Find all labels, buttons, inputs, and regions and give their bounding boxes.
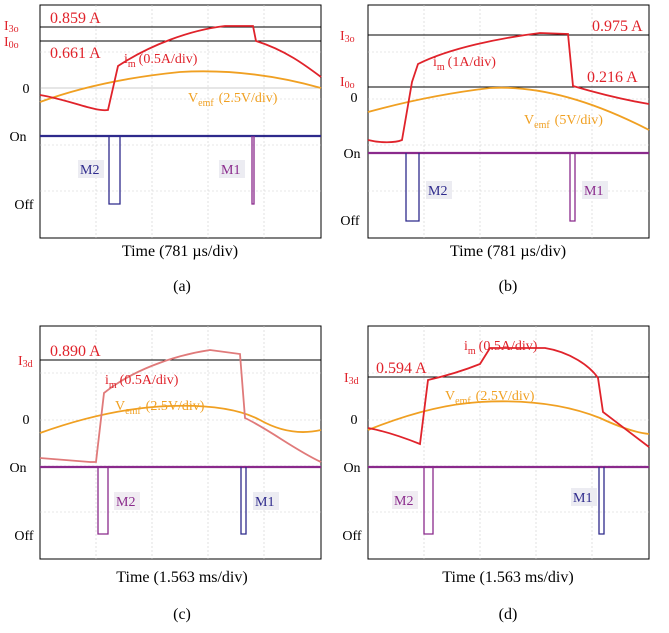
m1-label: M1 [221,163,240,178]
tick-i3d: I3d [344,371,359,387]
im-curve [39,349,322,463]
pulse-m1 [598,467,605,535]
panel-label: (b) [499,278,518,295]
level-value-i0o: 0.661 A [50,45,101,62]
tick-off: Off [342,529,362,544]
level-value-i3o: 0.859 A [50,10,101,27]
tick-zero: 0 [351,413,358,428]
plot-frame [39,4,322,239]
panel-b: M2 M1 0.975 A 0.216 A im (1A/div) Vemf (5V… [340,4,650,295]
m1-label-bg [253,492,279,510]
tick-i0o: I0o [4,35,19,51]
grid [368,5,649,238]
pulse-m1 [240,467,247,535]
tick-off: Off [14,529,34,544]
m2-label-bg [78,160,104,178]
im-curve [39,25,322,112]
vemf-label: Vemf (2.5V/div) [115,399,205,417]
m1-label: M1 [255,495,274,510]
plot-frame [39,325,322,560]
m1-label-bg [571,488,597,506]
x-axis-label: Time (1.563 ms/div) [116,569,247,586]
im-label: im (0.5A/div) [105,373,179,391]
im-curve [367,347,650,448]
x-axis-label: Time (781 µs/div) [122,243,238,260]
im-label: im (1A/div) [433,55,496,73]
vemf-curve [39,70,322,103]
pulse-m2 [405,153,420,222]
m2-label-bg [392,491,418,509]
pulse-m2 [97,467,109,535]
panel-d: M2 M1 0.594 A im (0.5A/div) Vemf (2.5V/div… [342,325,650,623]
level-value-i3d: 0.890 A [50,343,101,360]
tick-off: Off [14,198,34,213]
level-value-i3d: 0.594 A [376,360,427,377]
m2-label: M2 [428,184,447,199]
panel-label: (c) [173,606,191,623]
plot-frame [367,4,650,239]
tick-i0o: I0o [340,75,355,91]
pulse-m2 [108,136,121,205]
m1-label: M1 [584,184,603,199]
pulse-m1 [251,136,255,205]
panel-c: M2 M1 0.890 A im (0.5A/div) Vemf (2.5V/div… [9,325,322,623]
vemf-curve [367,86,650,131]
x-axis-label: Time (1.563 ms/div) [442,569,573,586]
tick-off: Off [340,214,360,229]
vemf-label: Vemf (5V/div) [524,113,603,131]
m1-label-bg [219,160,245,178]
panel-label: (a) [173,278,191,295]
x-axis-label: Time (781 µs/div) [450,243,566,260]
tick-zero: 0 [351,91,358,106]
tick-i3o: I3o [4,19,19,35]
tick-zero: 0 [23,82,30,97]
vemf-label: Vemf (2.5V/div) [188,91,278,109]
panel-a: M2 M1 0.859 A 0.661 A im (0.5A/div) Vemf(… [4,4,322,295]
m1-label: M1 [573,491,592,506]
tick-zero: 0 [23,413,30,428]
level-value-i0o: 0.216 A [587,69,638,86]
im-label: im (0.5A/div) [124,52,198,70]
level-value-i3o: 0.975 A [592,18,643,35]
m2-label: M2 [116,495,135,510]
m1-label-bg [582,181,608,199]
tick-on: On [9,461,26,476]
tick-on: On [343,461,360,476]
m2-label: M2 [80,163,99,178]
tick-i3d: I3d [18,354,33,370]
im-label: im (0.5A/div) [464,339,538,357]
pulse-m1 [569,153,576,222]
tick-on: On [343,147,360,162]
m2-label-bg [426,181,452,199]
m2-label-bg [114,492,140,510]
vemf-curve [39,404,322,434]
grid [40,5,321,238]
m2-label: M2 [394,494,413,509]
vemf-label: Vemf (2.5V/div) [445,389,535,407]
tick-i3o: I3o [340,29,355,45]
pulse-m2 [423,467,434,535]
panel-label: (d) [499,606,518,623]
im-curve [367,32,650,144]
tick-on: On [9,130,26,145]
